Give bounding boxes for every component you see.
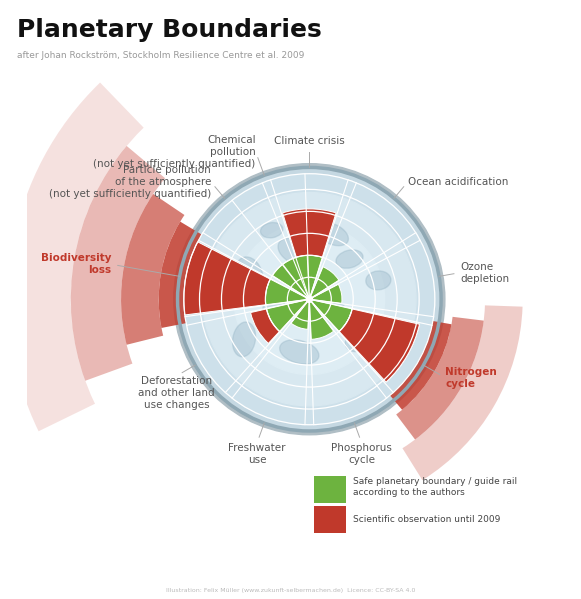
Ellipse shape bbox=[315, 222, 349, 246]
Wedge shape bbox=[390, 321, 451, 410]
Wedge shape bbox=[403, 305, 522, 480]
Ellipse shape bbox=[345, 327, 379, 352]
Text: Safe planetary boundary / guide rail
according to the authors: Safe planetary boundary / guide rail acc… bbox=[353, 477, 517, 497]
Wedge shape bbox=[71, 146, 165, 381]
Wedge shape bbox=[339, 309, 419, 382]
Text: Biodiversity
loss: Biodiversity loss bbox=[41, 253, 112, 276]
Text: Scientific observation until 2009: Scientific observation until 2009 bbox=[353, 515, 501, 524]
Wedge shape bbox=[282, 209, 336, 257]
Wedge shape bbox=[309, 267, 339, 300]
Ellipse shape bbox=[278, 238, 310, 265]
Ellipse shape bbox=[366, 271, 391, 290]
Ellipse shape bbox=[232, 322, 256, 357]
Wedge shape bbox=[184, 242, 270, 315]
Wedge shape bbox=[283, 255, 309, 300]
Wedge shape bbox=[296, 255, 322, 300]
Wedge shape bbox=[272, 259, 309, 300]
Wedge shape bbox=[8, 83, 144, 431]
Circle shape bbox=[174, 164, 445, 435]
Wedge shape bbox=[309, 300, 333, 339]
Wedge shape bbox=[159, 222, 202, 328]
Circle shape bbox=[234, 224, 385, 374]
Ellipse shape bbox=[260, 222, 283, 238]
Text: Deforestation
and other land
use changes: Deforestation and other land use changes bbox=[138, 376, 215, 410]
Ellipse shape bbox=[279, 340, 319, 364]
Text: after Johan Rockström, Stockholm Resilience Centre et al. 2009: after Johan Rockström, Stockholm Resilie… bbox=[17, 51, 305, 60]
Wedge shape bbox=[291, 300, 309, 329]
Ellipse shape bbox=[336, 250, 363, 268]
Text: Illustration: Felix Müller (www.zukunft-selbermachen.de)  Licence: CC-BY-SA 4.0: Illustration: Felix Müller (www.zukunft-… bbox=[166, 588, 415, 593]
Wedge shape bbox=[250, 309, 279, 343]
Ellipse shape bbox=[235, 257, 263, 297]
Text: Planetary Boundaries: Planetary Boundaries bbox=[17, 18, 322, 42]
Text: Ozone
depletion: Ozone depletion bbox=[460, 262, 509, 283]
Wedge shape bbox=[266, 279, 309, 305]
Text: Particle pollution
of the atmosphere
(not yet sufficiently quantified): Particle pollution of the atmosphere (no… bbox=[49, 165, 211, 199]
Wedge shape bbox=[267, 300, 309, 331]
Circle shape bbox=[178, 168, 441, 431]
Ellipse shape bbox=[263, 295, 285, 323]
Ellipse shape bbox=[327, 303, 347, 325]
Text: Nitrogen
cycle: Nitrogen cycle bbox=[445, 367, 497, 389]
Circle shape bbox=[306, 296, 313, 302]
Wedge shape bbox=[309, 300, 352, 331]
Text: Freshwater
use: Freshwater use bbox=[228, 443, 286, 465]
Text: Climate crisis: Climate crisis bbox=[274, 136, 345, 146]
Text: Chemical
pollution
(not yet sufficiently quantified): Chemical pollution (not yet sufficiently… bbox=[94, 135, 256, 169]
Wedge shape bbox=[121, 194, 185, 345]
Text: Ocean acidification: Ocean acidification bbox=[408, 177, 508, 187]
Ellipse shape bbox=[298, 271, 321, 307]
Wedge shape bbox=[396, 317, 484, 440]
Wedge shape bbox=[309, 285, 342, 303]
Text: Phosphorus
cycle: Phosphorus cycle bbox=[331, 443, 392, 465]
Wedge shape bbox=[339, 309, 419, 382]
Circle shape bbox=[184, 174, 435, 425]
Circle shape bbox=[203, 192, 416, 406]
